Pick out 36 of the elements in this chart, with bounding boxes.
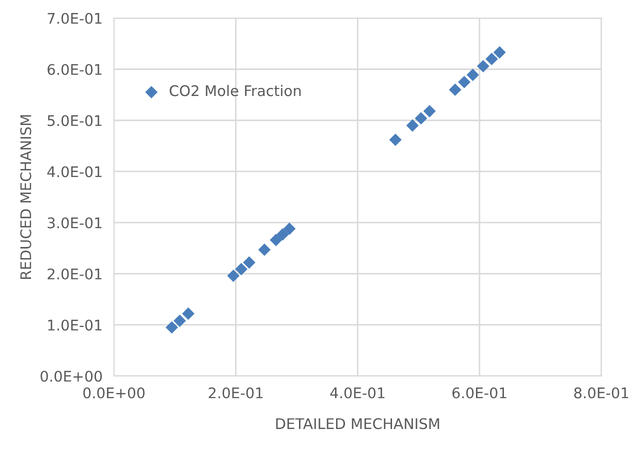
point [227,270,240,282]
x-tick-label: 6.0E-01 [452,387,506,398]
y-tick-label: 3.0E-01 [48,217,102,228]
point [458,76,470,88]
point [258,244,271,256]
point [242,256,256,269]
y-tick-label: 4.0E-01 [47,166,102,178]
point [166,321,178,334]
point [466,68,480,82]
point [235,262,248,276]
point [423,104,436,118]
x-tick-label: 0.0E+00 [83,387,145,398]
point [276,228,289,241]
y-tick-label: 1.0E-01 [48,320,102,331]
point [448,83,462,96]
point [174,314,186,327]
y-tick-label: 7.0E-01 [48,12,102,24]
point [283,222,296,235]
x-tick-label: 4.0E-01 [330,387,384,398]
point [270,234,282,246]
y-axis-title: REDUCED MECHANISM [20,115,32,279]
point [485,52,498,66]
legend-label: CO2 Mole Fraction [170,84,301,96]
point [414,112,428,125]
point [182,307,194,320]
point [476,60,490,72]
point [389,134,402,146]
y-tick-label: 2.0E-01 [48,268,102,280]
point [406,119,419,132]
y-tick-label: 0.0E+00 [40,370,102,382]
point [493,46,506,59]
x-tick-label: 8.0E-01 [574,387,628,398]
y-tick-label: 6.0E-01 [48,64,102,75]
x-tick-label: 2.0E-01 [208,387,263,398]
y-tick-label: 5.0E-01 [48,115,102,126]
x-axis-title: DETAILED MECHANISM [276,418,440,430]
